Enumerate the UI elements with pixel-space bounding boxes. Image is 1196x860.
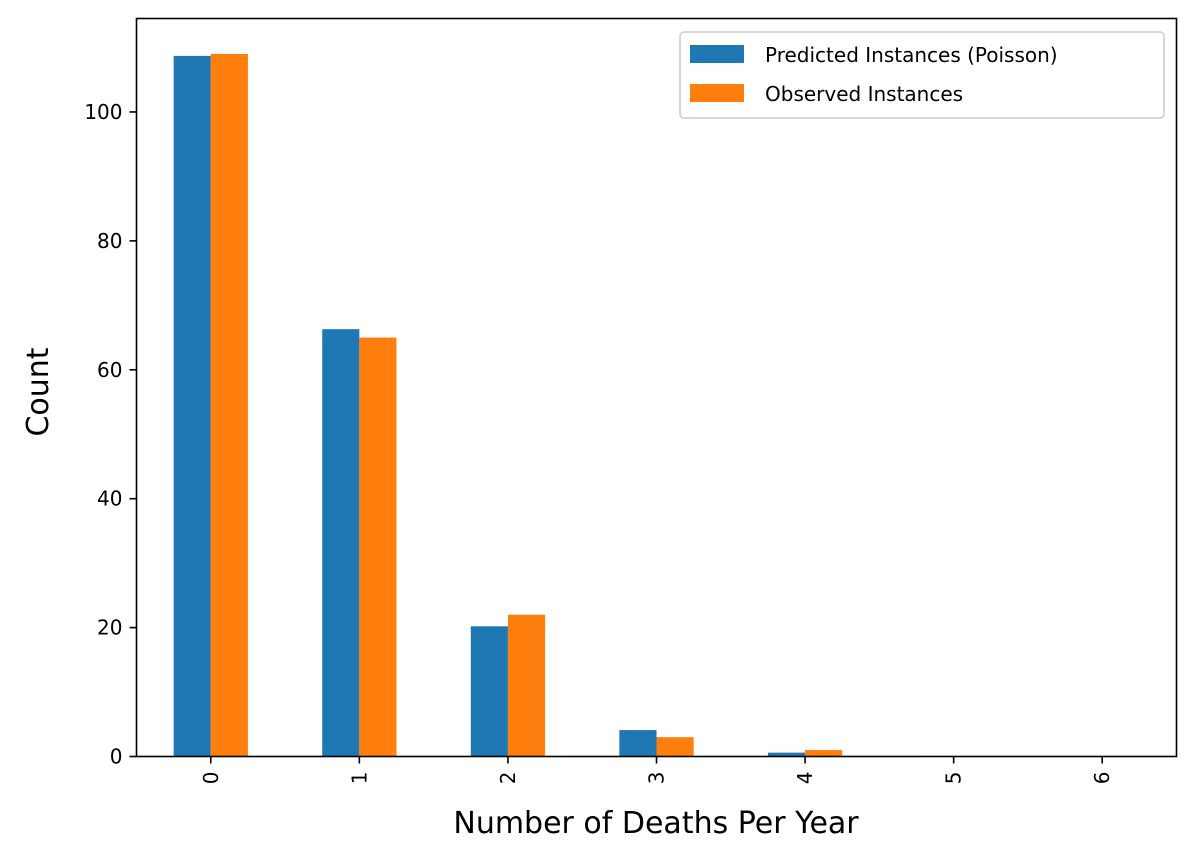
x-tick-label: 3 (645, 772, 669, 785)
y-tick-label: 100 (84, 100, 122, 124)
y-tick-label: 20 (97, 616, 122, 640)
x-axis-title: Number of Deaths Per Year (453, 806, 859, 841)
y-tick-label: 40 (97, 487, 122, 511)
y-axis-title: Count (21, 347, 56, 436)
x-axis: 0 1 2 3 4 5 6 (199, 756, 1114, 785)
bar-series-0-category-2 (470, 626, 508, 757)
bar-series-1-category-2 (507, 614, 546, 757)
x-tick-label: 1 (347, 772, 371, 785)
legend-box (679, 31, 1165, 119)
bar-series-0-category-4 (767, 752, 806, 757)
plot-frame (135, 17, 1178, 758)
bar-series-0-category-0 (173, 55, 211, 757)
bar-series-0-category-3 (619, 730, 657, 757)
x-tick-label: 0 (199, 772, 223, 785)
legend-label-observed: Observed Instances (765, 82, 963, 106)
legend-label-predicted: Predicted Instances (Poisson) (765, 43, 1058, 67)
bars (173, 53, 954, 757)
bar-series-0-category-1 (322, 329, 360, 757)
bar-series-1-category-4 (805, 750, 843, 757)
y-axis: 0 20 40 60 80 100 (84, 100, 137, 769)
x-tick-label: 5 (942, 772, 966, 785)
bar-series-1-category-3 (656, 737, 694, 757)
y-tick-label: 0 (110, 745, 123, 769)
y-tick-label: 80 (97, 229, 122, 253)
x-tick-label: 2 (496, 772, 520, 785)
y-tick-label: 60 (97, 358, 122, 382)
bar-series-1-category-1 (359, 337, 397, 757)
legend-swatch-observed (690, 84, 744, 102)
legend-swatch-predicted (690, 45, 744, 63)
x-tick-label: 4 (793, 772, 817, 785)
x-tick-label: 6 (1090, 772, 1114, 785)
bar-series-1-category-0 (210, 53, 248, 757)
legend: Predicted Instances (Poisson) Observed I… (679, 31, 1165, 119)
